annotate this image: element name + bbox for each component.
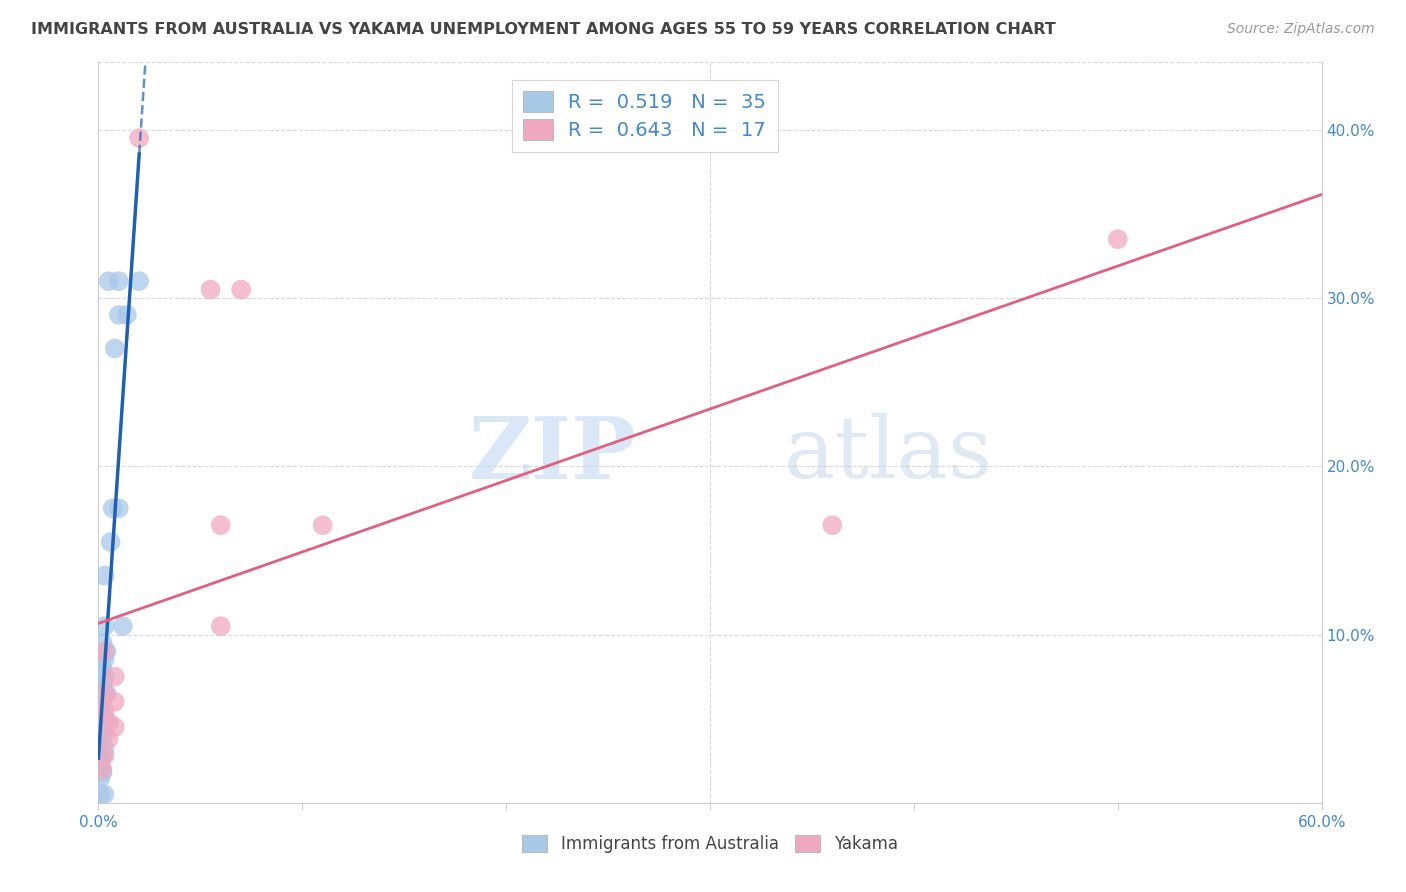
Point: [93, 712, 115, 726]
Legend: Immigrants from Australia, Yakama: Immigrants from Australia, Yakama: [515, 826, 905, 861]
Point: [104, 670, 127, 684]
Point: [93, 619, 115, 633]
Point: [209, 518, 232, 533]
Point: [93, 788, 115, 802]
Text: atlas: atlas: [783, 413, 993, 497]
Point: [104, 695, 127, 709]
Point: [100, 535, 122, 549]
Point: [97, 714, 120, 729]
Point: [91, 762, 114, 776]
Point: [97, 274, 120, 288]
Point: [91, 720, 114, 734]
Text: Source: ZipAtlas.com: Source: ZipAtlas.com: [1227, 22, 1375, 37]
Point: [89, 714, 111, 729]
Point: [93, 703, 115, 717]
Point: [91, 731, 114, 746]
Point: [104, 720, 127, 734]
Point: [93, 644, 115, 658]
Point: [91, 748, 114, 763]
Point: [89, 703, 111, 717]
Point: [93, 653, 115, 667]
Point: [91, 678, 114, 692]
Point: [89, 737, 111, 751]
Point: [96, 686, 118, 700]
Point: [312, 518, 335, 533]
Point: [89, 758, 111, 772]
Point: [91, 636, 114, 650]
Point: [108, 308, 131, 322]
Point: [128, 274, 150, 288]
Text: IMMIGRANTS FROM AUSTRALIA VS YAKAMA UNEMPLOYMENT AMONG AGES 55 TO 59 YEARS CORRE: IMMIGRANTS FROM AUSTRALIA VS YAKAMA UNEM…: [31, 22, 1056, 37]
Point: [89, 788, 111, 802]
Point: [89, 754, 111, 768]
Point: [97, 731, 120, 746]
Point: [89, 771, 111, 785]
Point: [101, 501, 124, 516]
Point: [108, 274, 131, 288]
Point: [93, 748, 115, 763]
Point: [111, 619, 134, 633]
Point: [128, 131, 150, 145]
Point: [96, 644, 118, 658]
Point: [104, 342, 127, 356]
Point: [108, 501, 131, 516]
Point: [93, 670, 115, 684]
Point: [91, 661, 114, 675]
Point: [91, 695, 114, 709]
Point: [93, 742, 115, 756]
Text: ZIP: ZIP: [468, 413, 637, 497]
Point: [1107, 232, 1129, 246]
Point: [93, 568, 115, 582]
Point: [115, 308, 138, 322]
Point: [209, 619, 232, 633]
Point: [91, 765, 114, 780]
Point: [231, 283, 253, 297]
Point: [821, 518, 844, 533]
Point: [200, 283, 222, 297]
Point: [93, 686, 115, 700]
Point: [89, 729, 111, 743]
